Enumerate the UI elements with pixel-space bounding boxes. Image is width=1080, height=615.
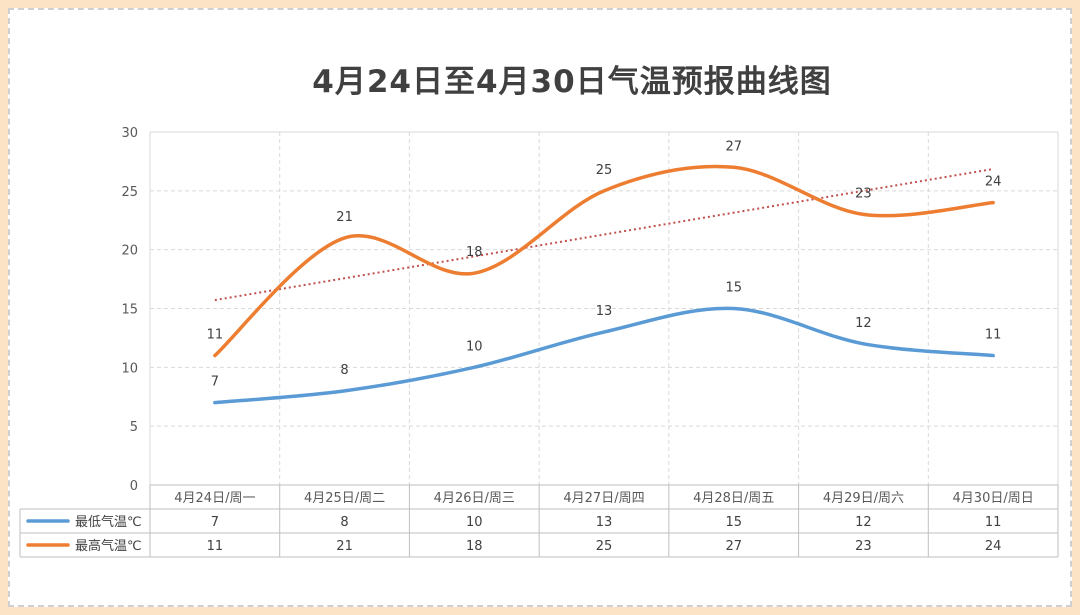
data-label: 12: [855, 316, 872, 331]
data-label: 15: [725, 281, 742, 296]
table-cell: 10: [466, 515, 483, 530]
data-label: 11: [985, 328, 1002, 343]
data-label: 25: [596, 163, 613, 178]
data-label: 11: [207, 328, 224, 343]
data-label: 7: [211, 375, 219, 390]
x-tick-label: 4月29日/周六: [823, 491, 904, 506]
table-cell: 25: [596, 539, 613, 554]
chart-title: 4月24日至4月30日气温预报曲线图: [312, 64, 831, 100]
y-tick-label: 15: [121, 303, 138, 318]
data-label: 13: [596, 304, 613, 319]
chart-svg: 4月24日至4月30日气温预报曲线图 7 8 10 13 15 12 11 11 21 18 25 2…: [19, 64, 1059, 558]
series-line-low-temp: [213, 306, 995, 405]
table-cell: 7: [211, 515, 219, 530]
series-line-high-temp: [213, 164, 995, 358]
y-tick-label: 0: [130, 479, 138, 494]
x-tick-label: 4月26日/周三: [434, 491, 515, 506]
table-cell: 27: [725, 539, 742, 554]
table-cell: 23: [855, 539, 872, 554]
y-tick-label: 25: [121, 185, 138, 200]
gridlines: [149, 131, 1059, 485]
table-cell: 24: [985, 539, 1002, 554]
axis-labels: 0 5 10 15 20 25 30: [121, 126, 138, 494]
data-label: 23: [855, 186, 872, 201]
trendline: [214, 167, 994, 302]
data-label: 24: [985, 175, 1002, 190]
x-tick-label: 4月28日/周五: [693, 491, 774, 506]
table-cell: 21: [336, 539, 353, 554]
x-tick-label: 4月24日/周一: [174, 491, 255, 506]
x-tick-label: 4月25日/周二: [304, 491, 385, 506]
data-label: 27: [725, 139, 742, 154]
table-cell: 8: [340, 515, 348, 530]
data-table: 4月24日/周一 4月25日/周二 4月26日/周三 4月27日/周四 4月28日/周五…: [19, 484, 1059, 558]
legend-entry: 最低气温℃: [75, 514, 142, 530]
table-cell: 12: [855, 515, 872, 530]
table-cell: 13: [596, 515, 613, 530]
table-cell: 18: [466, 539, 483, 554]
y-tick-label: 20: [121, 244, 138, 259]
y-tick-label: 10: [121, 361, 138, 376]
x-tick-label: 4月30日/周日: [953, 491, 1034, 506]
series-lines: [213, 164, 995, 405]
chart-frame: 4月24日至4月30日气温预报曲线图 7 8 10 13 15 12 11 11 21 18 25 2…: [8, 8, 1072, 607]
y-tick-label: 30: [121, 126, 138, 141]
data-label: 8: [340, 363, 348, 378]
data-label: 21: [336, 210, 353, 225]
y-tick-label: 5: [130, 420, 138, 435]
table-cell: 15: [725, 515, 742, 530]
table-cell: 11: [207, 539, 224, 554]
data-label: 18: [466, 245, 483, 260]
data-labels: 7 8 10 13 15 12 11 11 21 18 25 27 23 24: [207, 139, 1002, 389]
trendline-high-temp: [214, 167, 994, 302]
table-cell: 11: [985, 515, 1002, 530]
x-tick-label: 4月27日/周四: [563, 491, 644, 506]
data-label: 10: [466, 339, 483, 354]
legend-entry: 最高气温℃: [75, 538, 142, 554]
